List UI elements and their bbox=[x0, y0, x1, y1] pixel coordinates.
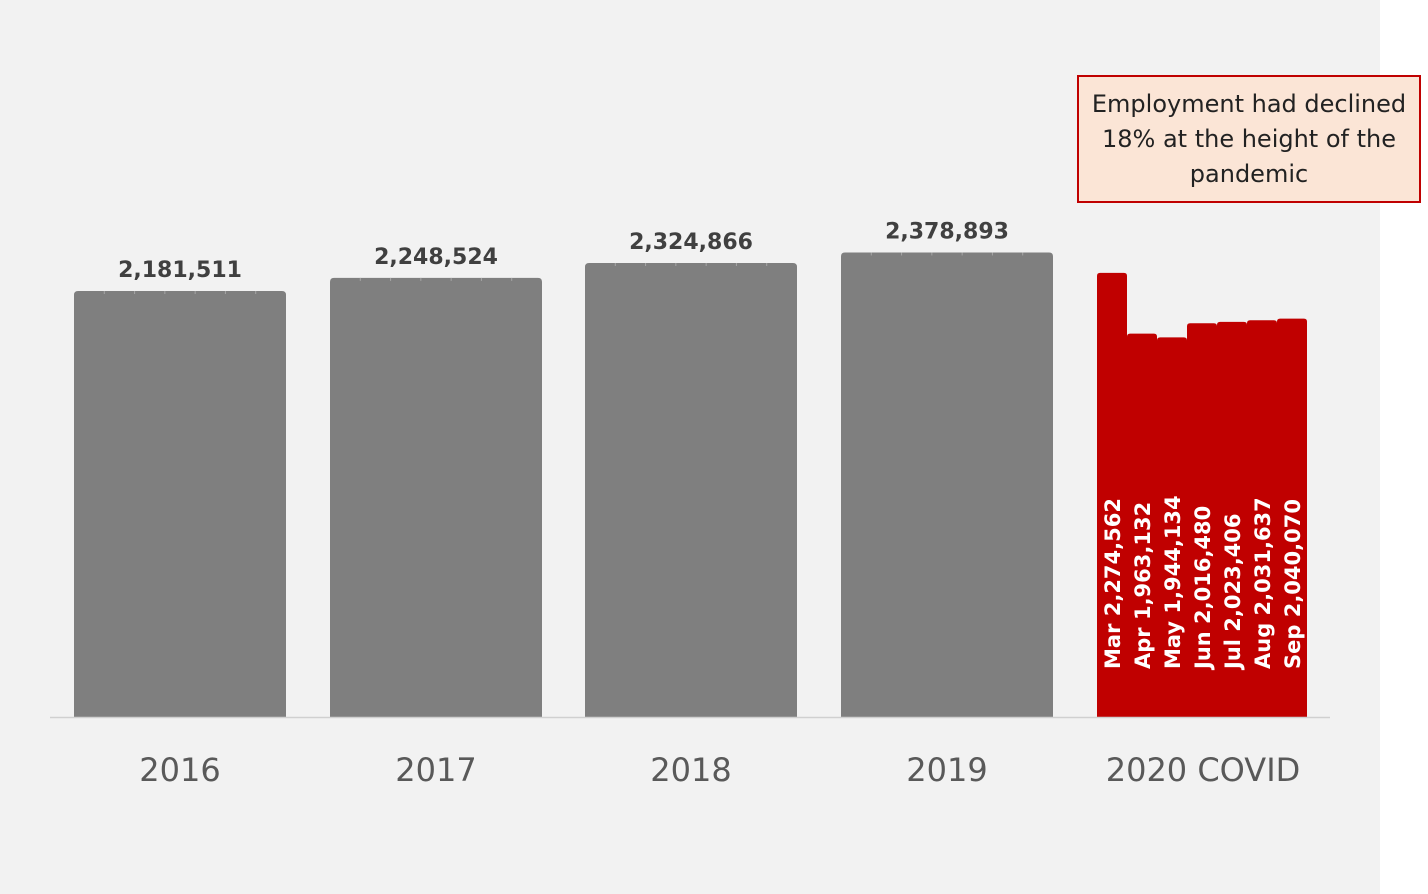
data-label-2020-May: May 1,944,134 bbox=[1161, 495, 1185, 669]
bar-2020-Apr bbox=[1127, 333, 1157, 717]
x-tick-label-2017: 2017 bbox=[395, 751, 476, 789]
bar-2020-Sep bbox=[1277, 318, 1307, 717]
bar-2020-Jun bbox=[1187, 323, 1217, 717]
data-label-2020-Apr: Apr 1,963,132 bbox=[1131, 502, 1155, 669]
bar-2017 bbox=[330, 277, 542, 717]
data-label-2017: 2,248,524 bbox=[374, 245, 498, 270]
bar-2019 bbox=[841, 252, 1053, 717]
data-label-2020-Jun: Jun 2,016,480 bbox=[1191, 506, 1215, 671]
x-tick-label-2019: 2019 bbox=[906, 751, 987, 789]
data-label-2020-Jul: Jul 2,023,406 bbox=[1221, 513, 1245, 671]
bar-2018 bbox=[585, 263, 797, 717]
x-tick-label-2016: 2016 bbox=[139, 751, 220, 789]
bar-2020-Mar bbox=[1097, 272, 1127, 717]
bar-2020-Aug bbox=[1247, 320, 1277, 717]
bar-2020-May bbox=[1157, 337, 1187, 717]
data-label-2016: 2,181,511 bbox=[118, 258, 242, 283]
bar-2020-Jul bbox=[1217, 321, 1247, 717]
bar-2016 bbox=[74, 291, 286, 717]
x-tick-label-2020-COVID: 2020 COVID bbox=[1106, 751, 1301, 789]
data-label-2020-Sep: Sep 2,040,070 bbox=[1281, 499, 1305, 669]
annotation-text: Employment had declined 18% at the heigh… bbox=[1091, 89, 1407, 188]
annotation-callout: Employment had declined 18% at the heigh… bbox=[1077, 75, 1421, 203]
data-label-2020-Mar: Mar 2,274,562 bbox=[1101, 498, 1125, 669]
data-label-2018: 2,324,866 bbox=[629, 230, 753, 255]
data-label-2019: 2,378,893 bbox=[885, 219, 1009, 244]
x-tick-label-2018: 2018 bbox=[650, 751, 731, 789]
data-label-2020-Aug: Aug 2,031,637 bbox=[1251, 497, 1275, 669]
